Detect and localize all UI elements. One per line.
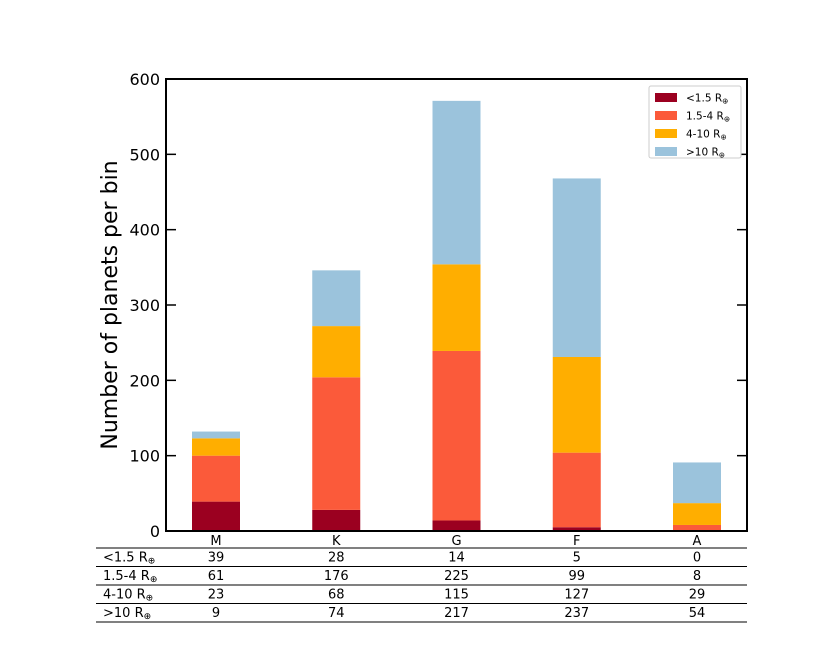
legend-swatch	[655, 147, 677, 156]
x-tick-label: F	[573, 534, 580, 549]
legend-box	[648, 85, 742, 159]
y-tick-label: 100	[129, 447, 160, 466]
table-cell: 61	[208, 569, 225, 584]
bar-g-series-1	[432, 350, 481, 521]
y-tick-label: 200	[129, 371, 160, 390]
table-cell: 8	[693, 569, 701, 584]
y-tick-label: 500	[129, 145, 160, 164]
table-cell: 217	[444, 606, 469, 621]
legend-swatch	[655, 111, 677, 120]
table-cell: 14	[448, 551, 465, 566]
y-axis-title: Number of planets per bin	[98, 160, 123, 449]
bar-k-series-0	[312, 509, 361, 531]
bar-m-series-0	[192, 501, 240, 531]
legend-label: <1.5 R⊕	[686, 93, 728, 106]
bar-k-series-3	[312, 270, 361, 327]
y-tick-label: 0	[150, 522, 160, 541]
data-table: <1.5 R⊕ 39 28 14 5 0 1.5-4 R⊕ 61 176 225 99 8 4-10 R…	[96, 547, 747, 623]
table-cell: 0	[693, 551, 701, 566]
bar-g-series-3	[432, 100, 481, 265]
bar-m-series-3	[192, 431, 240, 439]
legend-label: 4-10 R⊕	[686, 129, 727, 142]
table-cell: 23	[208, 588, 225, 603]
bar-a-series-1	[673, 524, 721, 531]
table-cell: 54	[689, 606, 706, 621]
x-tick-label: M	[210, 534, 221, 549]
x-tick-label: G	[451, 534, 461, 549]
legend-swatch	[655, 93, 677, 102]
y-axis-ticks: 0 100 200 300 400 500 600	[129, 70, 747, 541]
bar-f-series-2	[552, 356, 601, 453]
table-cell: 29	[689, 588, 706, 603]
table-cell: 39	[208, 551, 225, 566]
y-tick-label: 600	[129, 70, 160, 89]
table-row-label: 4-10 R⊕	[103, 588, 153, 604]
bar-f-series-0	[552, 527, 601, 531]
bar-f-series-3	[552, 178, 601, 357]
legend-swatch	[655, 129, 677, 138]
legend: <1.5 R⊕ 1.5-4 R⊕ 4-10 R⊕ >10 R⊕	[648, 85, 742, 160]
bar-m-series-1	[192, 455, 240, 502]
table-cell: 9	[212, 606, 220, 621]
table-cell: 28	[328, 551, 345, 566]
bar-a-series-3	[673, 462, 721, 504]
table-cell: 68	[328, 588, 345, 603]
bar-f-series-1	[552, 452, 601, 528]
table-cell: 99	[568, 569, 585, 584]
table-row-label: >10 R⊕	[103, 606, 151, 622]
y-tick-label: 300	[129, 296, 160, 315]
bars-group	[192, 100, 721, 531]
legend-label: >10 R⊕	[686, 147, 725, 160]
bar-g-series-2	[432, 264, 481, 351]
table-cell: 225	[444, 569, 469, 584]
x-tick-label: K	[332, 534, 341, 549]
table-cell: 74	[328, 606, 345, 621]
bar-g-series-0	[432, 520, 481, 531]
y-tick-label: 400	[129, 221, 160, 240]
legend-label: 1.5-4 R⊕	[686, 111, 730, 124]
bar-a-series-2	[673, 503, 721, 525]
table-cell: 5	[573, 551, 581, 566]
table-cell: 237	[564, 606, 589, 621]
table-cell: 115	[444, 588, 469, 603]
bar-k-series-2	[312, 326, 361, 378]
table-row-label: <1.5 R⊕	[103, 551, 155, 567]
table-cell: 176	[324, 569, 349, 584]
table-cell: 127	[564, 588, 589, 603]
x-tick-label: A	[693, 534, 702, 549]
bar-k-series-1	[312, 377, 361, 510]
bar-m-series-2	[192, 438, 240, 456]
table-row-label: 1.5-4 R⊕	[103, 569, 157, 585]
